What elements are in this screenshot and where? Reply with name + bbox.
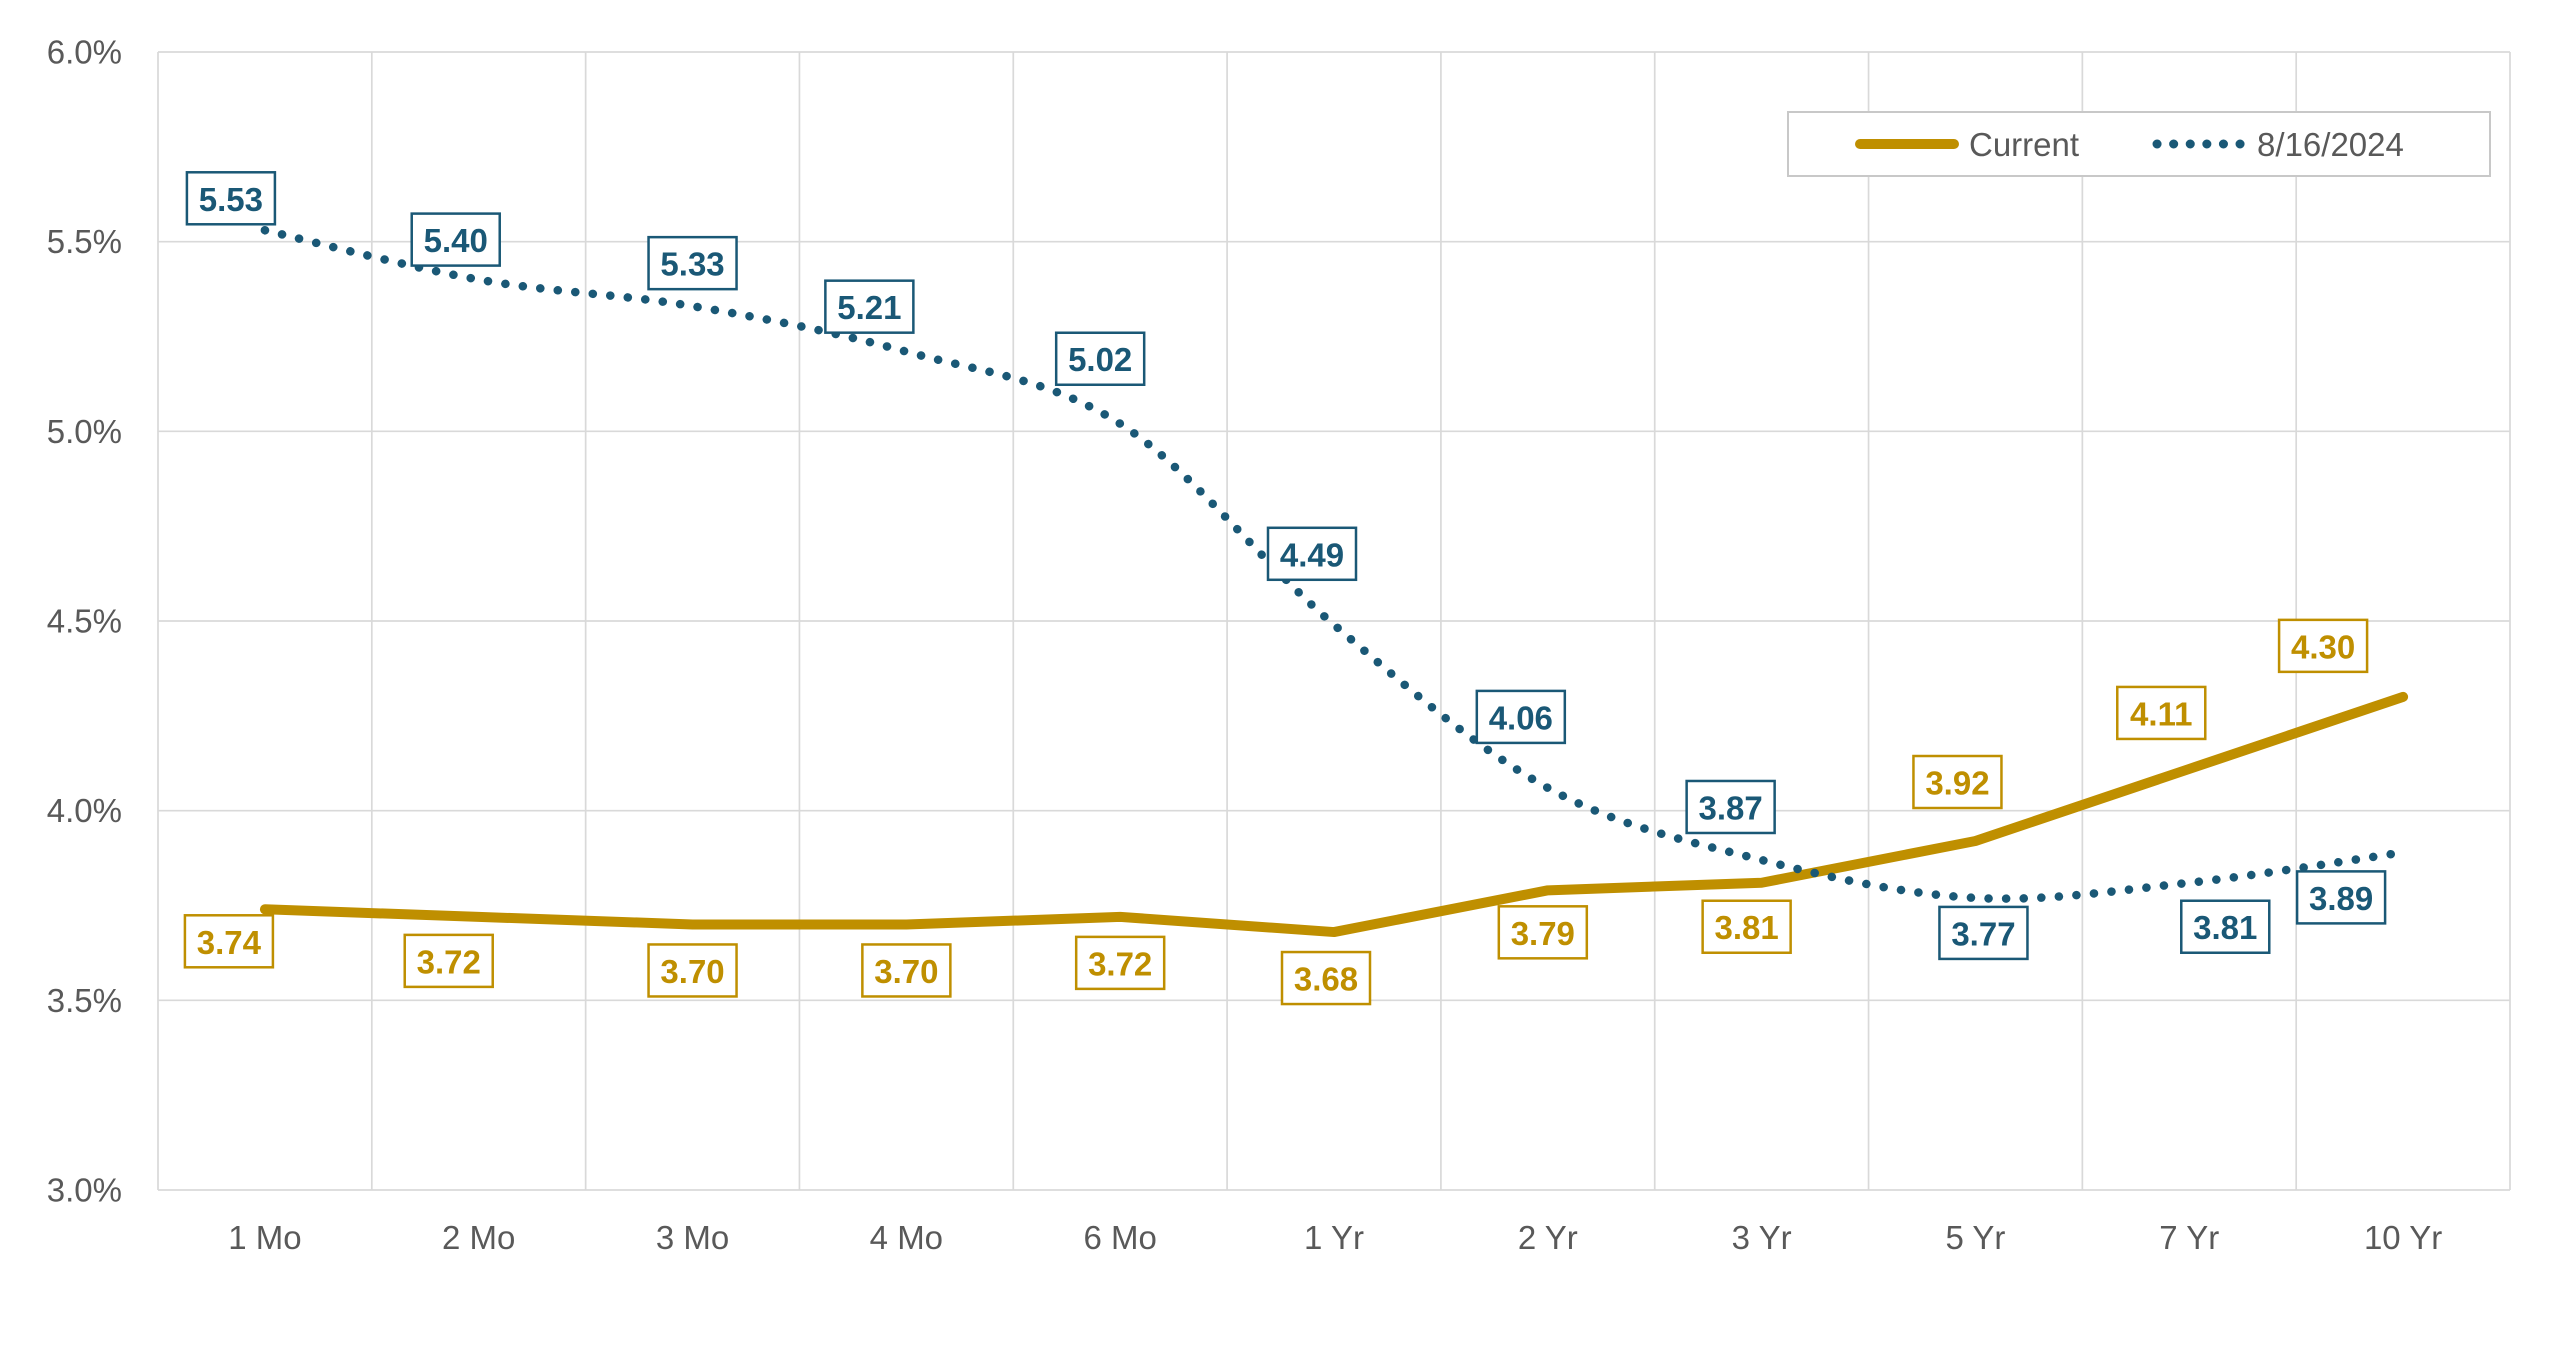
8-16-2024-series-line [260, 226, 2408, 903]
data-label-box [2116, 685, 2207, 741]
y-axis-label: 4.5% [47, 603, 122, 640]
data-label-box [1266, 526, 1358, 582]
data-label-box [647, 235, 738, 291]
data-label-value: 3.81 [1715, 909, 1779, 946]
legend: Current 8/16/2024 [1787, 111, 2491, 177]
data-label-current: 3.72 [403, 933, 494, 989]
data-label-value: 3.72 [1088, 945, 1152, 982]
data-label-8-16-2024: 5.02 [1054, 331, 1146, 386]
data-label-8-16-2024: 3.77 [1938, 905, 2029, 961]
data-label-box [1497, 905, 1589, 960]
data-label-current: 3.81 [1701, 899, 1792, 954]
data-label-box [861, 943, 952, 998]
data-label-current: 3.92 [1912, 754, 2003, 810]
x-axis-label: 10 Yr [2364, 1219, 2442, 1256]
x-axis-label: 1 Yr [1304, 1219, 1364, 1256]
data-label-current: 3.74 [183, 914, 275, 969]
data-label-8-16-2024: 3.81 [2180, 899, 2271, 954]
data-label-current: 4.11 [2116, 685, 2207, 741]
data-label-value: 3.79 [1511, 915, 1575, 952]
data-label-value: 3.68 [1294, 961, 1358, 998]
data-label-current: 3.72 [1074, 935, 1166, 991]
current-solid-line-swatch-icon [1855, 139, 1959, 149]
data-label-8-16-2024: 5.21 [824, 279, 915, 334]
data-label-value: 3.89 [2309, 880, 2373, 917]
legend-label-prior: 8/16/2024 [2257, 125, 2404, 163]
data-label-box [1054, 331, 1146, 386]
data-label-8-16-2024: 5.33 [647, 235, 738, 291]
data-label-box [2180, 899, 2271, 954]
x-axis-label: 2 Yr [1518, 1219, 1578, 1256]
legend-item-prior: 8/16/2024 [2151, 128, 2404, 161]
data-label-value: 3.70 [874, 953, 938, 990]
data-label-8-16-2024: 3.87 [1685, 779, 1776, 835]
data-label-value: 5.53 [199, 181, 263, 218]
data-label-value: 3.92 [1925, 765, 1989, 802]
data-label-value: 3.70 [660, 953, 724, 990]
data-label-box [2277, 618, 2369, 674]
data-label-value: 4.30 [2291, 628, 2355, 665]
data-label-current: 3.70 [647, 943, 738, 998]
y-axis-label: 4.0% [47, 792, 122, 829]
y-axis-label: 3.0% [47, 1172, 122, 1209]
data-label-value: 5.02 [1068, 341, 1132, 378]
data-label-value: 4.49 [1280, 536, 1344, 573]
data-label-current: 4.30 [2277, 618, 2369, 674]
data-label-8-16-2024: 3.89 [2295, 870, 2387, 925]
x-axis-label: 4 Mo [870, 1219, 943, 1256]
data-label-box [1701, 899, 1792, 954]
data-label-box [403, 933, 494, 989]
data-label-current: 3.70 [861, 943, 952, 998]
data-label-value: 3.72 [417, 943, 481, 980]
data-label-box [183, 914, 275, 969]
data-label-value: 5.33 [660, 246, 724, 283]
y-axis-label: 6.0% [47, 34, 122, 71]
data-label-8-16-2024: 5.40 [410, 212, 501, 267]
data-label-value: 3.77 [1951, 915, 2015, 952]
data-label-box [647, 943, 738, 998]
data-label-box [1475, 689, 1567, 745]
x-axis-label: 2 Mo [442, 1219, 515, 1256]
x-axis-label: 1 Mo [228, 1219, 301, 1256]
data-label-value: 4.11 [2130, 695, 2192, 732]
data-label-value: 4.06 [1489, 699, 1553, 736]
data-label-box [824, 279, 915, 334]
current-series-line [259, 691, 2409, 938]
data-label-value: 3.81 [2193, 909, 2257, 946]
y-axis-label: 5.0% [47, 413, 122, 450]
data-label-box [1280, 950, 1372, 1006]
data-label-box [185, 171, 277, 226]
data-label-current: 3.68 [1280, 950, 1372, 1006]
data-label-value: 5.21 [837, 289, 901, 326]
y-axis-label: 5.5% [47, 223, 122, 260]
x-axis-label: 5 Yr [1945, 1219, 2005, 1256]
legend-item-current: Current [1855, 128, 2079, 161]
x-axis-label: 3 Mo [656, 1219, 729, 1256]
x-axis-label: 6 Mo [1083, 1219, 1156, 1256]
data-label-box [1074, 935, 1166, 991]
data-label-box [2295, 870, 2387, 925]
data-label-value: 3.74 [197, 924, 262, 961]
data-label-box [1938, 905, 2029, 961]
data-label-box [1912, 754, 2003, 810]
data-label-box [410, 212, 501, 267]
data-label-8-16-2024: 5.53 [185, 171, 277, 226]
x-axis-label: 3 Yr [1732, 1219, 1792, 1256]
prior-dotted-line-swatch-icon [2152, 139, 2248, 149]
y-axis-label: 3.5% [47, 982, 122, 1019]
data-label-box [1685, 779, 1776, 835]
x-axis-label: 7 Yr [2159, 1219, 2219, 1256]
legend-label-current: Current [1969, 125, 2080, 163]
data-label-value: 5.40 [424, 222, 488, 259]
data-label-8-16-2024: 4.49 [1266, 526, 1358, 582]
data-label-value: 3.87 [1699, 789, 1763, 826]
data-label-8-16-2024: 4.06 [1475, 689, 1567, 745]
data-label-current: 3.79 [1497, 905, 1589, 960]
